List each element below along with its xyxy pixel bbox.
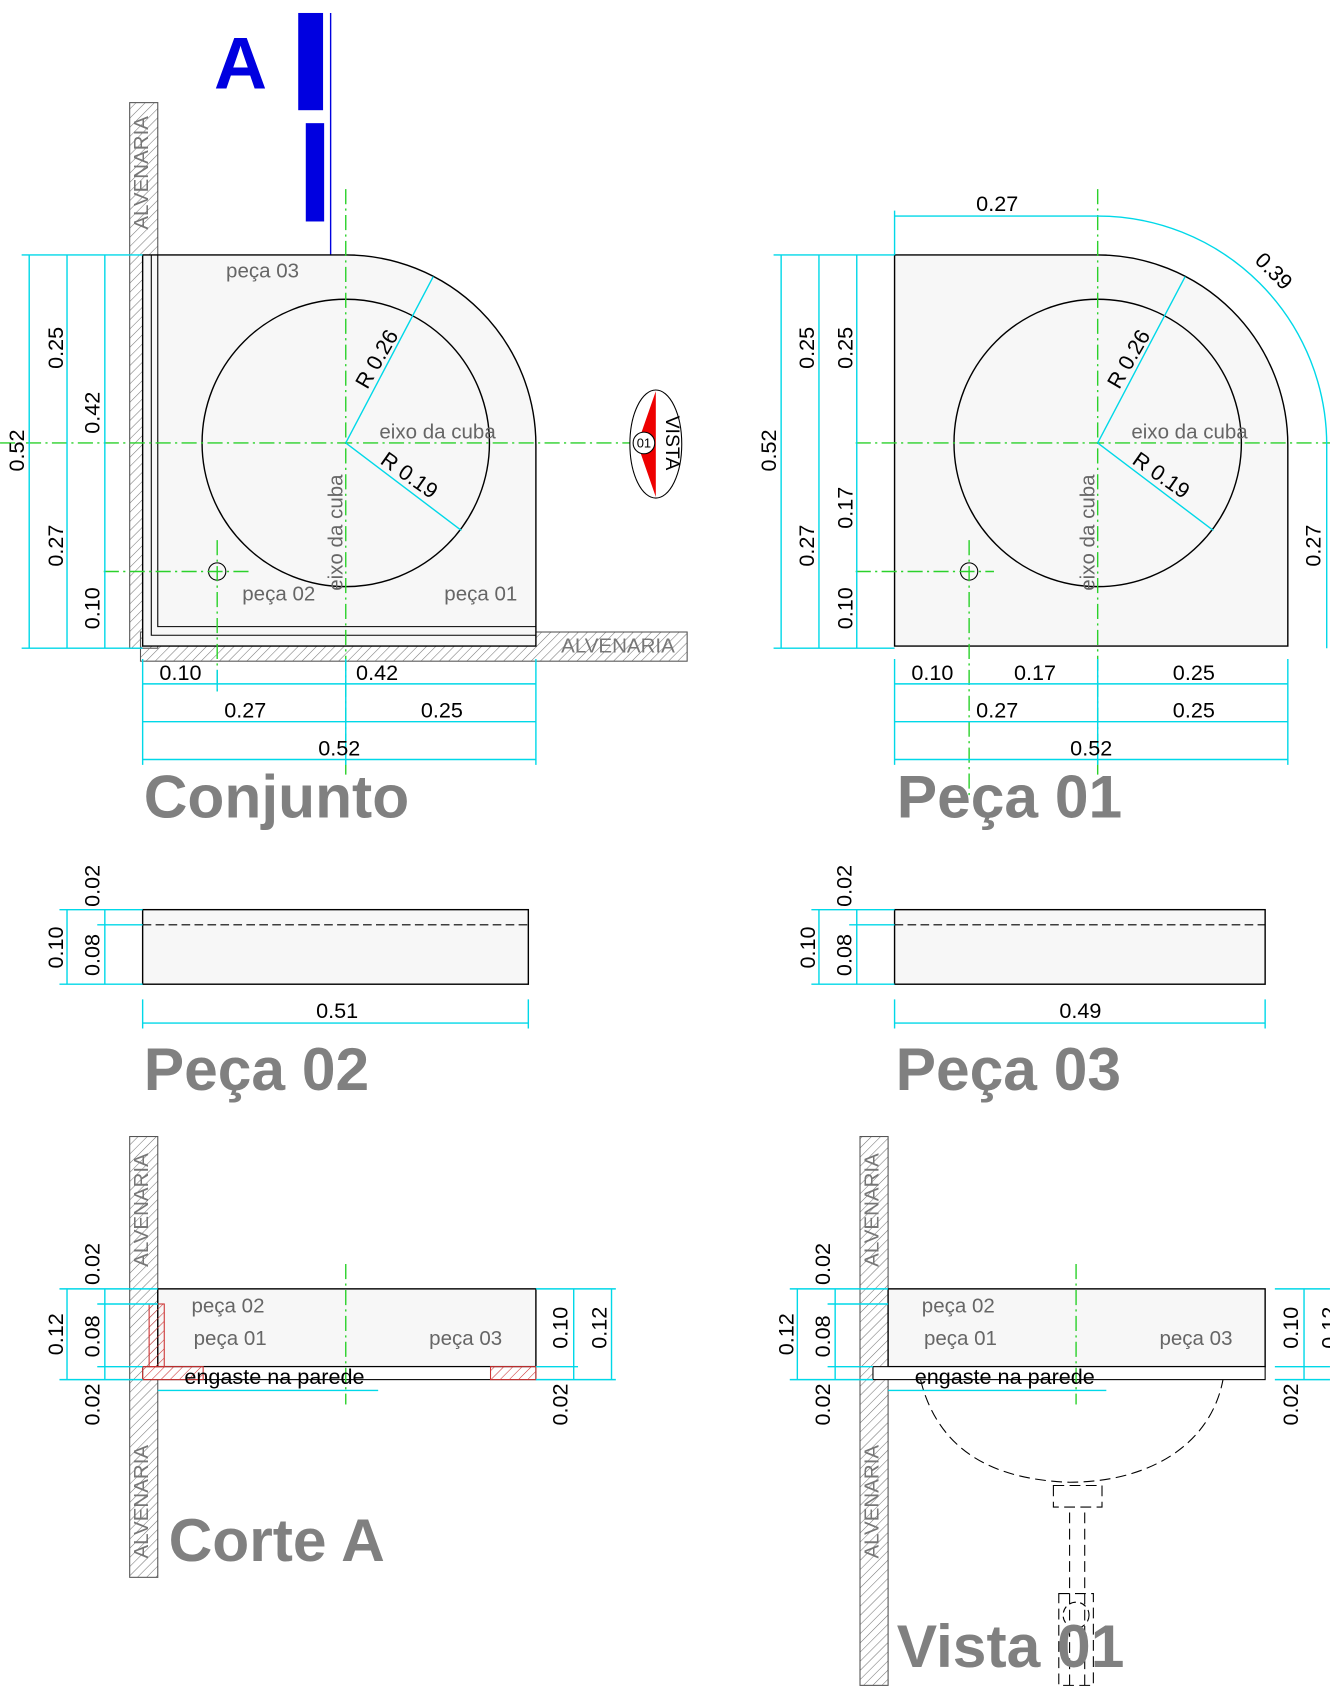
piece-label: engaste na parede (184, 1364, 364, 1389)
piece-label: peça 02 (922, 1295, 995, 1318)
section-letter: A (214, 22, 267, 105)
dimension: 0.42 (356, 660, 398, 685)
dimension: 0.27 (976, 698, 1018, 723)
piece-label: peça 03 (1159, 1327, 1232, 1350)
dimension: 0.12 (586, 1307, 611, 1349)
view-title: Peça 03 (896, 1035, 1121, 1103)
dimension: 0.52 (1070, 735, 1112, 760)
axis-label: eixo da cuba (379, 421, 496, 444)
dimension: 0.25 (833, 327, 858, 369)
dimension: 0.25 (794, 327, 819, 369)
dimension: 0.25 (421, 698, 463, 723)
dimension: 0.17 (1014, 660, 1056, 685)
dimension: 0.10 (795, 926, 820, 968)
dimension: 0.10 (43, 926, 68, 968)
dimension: 0.25 (1173, 660, 1215, 685)
dimension: 0.10 (833, 587, 858, 629)
view-title: Conjunto (144, 763, 409, 831)
dimension: 0.52 (756, 429, 781, 471)
axis-label: eixo da cuba (1076, 474, 1099, 591)
dimension: 0.02 (1278, 1383, 1303, 1425)
dimension: 0.10 (911, 660, 953, 685)
dimension: 0.27 (224, 698, 266, 723)
dimension: 0.02 (80, 865, 105, 907)
piece-label: peça 01 (194, 1327, 267, 1350)
dimension: 0.08 (80, 934, 105, 976)
view-number: 01 (637, 435, 651, 450)
geometry (0, 12, 1330, 1686)
dimension: 0.27 (43, 525, 68, 567)
piece-label: peça 02 (242, 583, 315, 606)
dimension: 0.02 (548, 1383, 573, 1425)
dimension: 0.02 (810, 1383, 835, 1425)
dimension: 0.02 (80, 1243, 105, 1285)
piece-label: peça 03 (429, 1327, 502, 1350)
dimension: 0.08 (810, 1315, 835, 1357)
dimension: 0.08 (832, 934, 857, 976)
piece-label: engaste na parede (915, 1364, 1095, 1389)
dimension: 0.27 (794, 525, 819, 567)
dimension: 0.12 (43, 1313, 68, 1355)
wall-label: ALVENARIA (130, 1445, 153, 1559)
wall-label: ALVENARIA (561, 635, 675, 658)
dimension: 0.10 (159, 660, 201, 685)
view-title: Peça 01 (897, 763, 1122, 831)
dimension: 0.51 (316, 998, 358, 1023)
axis-label: eixo da cuba (325, 474, 348, 591)
wall-label: ALVENARIA (860, 1445, 883, 1559)
dimension: 0.52 (4, 429, 29, 471)
piece-label: peça 03 (226, 260, 299, 283)
dimension: 0.27 (1301, 525, 1326, 567)
wall-label: ALVENARIA (130, 116, 153, 230)
view-title: Corte A (169, 1506, 385, 1574)
dimension: 0.42 (80, 392, 105, 434)
dimension: 0.10 (1278, 1307, 1303, 1349)
wall-label: ALVENARIA (130, 1153, 153, 1267)
piece-label: peça 01 (924, 1327, 997, 1350)
axis-label: eixo da cuba (1131, 421, 1248, 444)
dimension: 0.10 (80, 587, 105, 629)
view-title: Vista 01 (897, 1612, 1125, 1680)
piece-label: peça 02 (191, 1295, 264, 1318)
dimension: 0.25 (1173, 698, 1215, 723)
dimension: 0.17 (833, 487, 858, 529)
dimension: 0.10 (548, 1307, 573, 1349)
dimension: 0.02 (810, 1243, 835, 1285)
dimension: 0.39 (1250, 247, 1297, 294)
dimension: 0.27 (976, 191, 1018, 216)
dimension: 0.02 (80, 1383, 105, 1425)
dimension: 0.12 (773, 1313, 798, 1355)
view-text: VISTA (661, 416, 683, 471)
view-title: Peça 02 (144, 1035, 369, 1103)
dimension: 0.49 (1059, 998, 1101, 1023)
wall-label: ALVENARIA (860, 1153, 883, 1267)
dimension: 0.52 (318, 735, 360, 760)
piece-label: peça 01 (444, 583, 517, 606)
dimension: 0.02 (832, 865, 857, 907)
dimension: 0.25 (43, 327, 68, 369)
dimension: 0.08 (80, 1315, 105, 1357)
dimension: 0.12 (1317, 1307, 1330, 1349)
